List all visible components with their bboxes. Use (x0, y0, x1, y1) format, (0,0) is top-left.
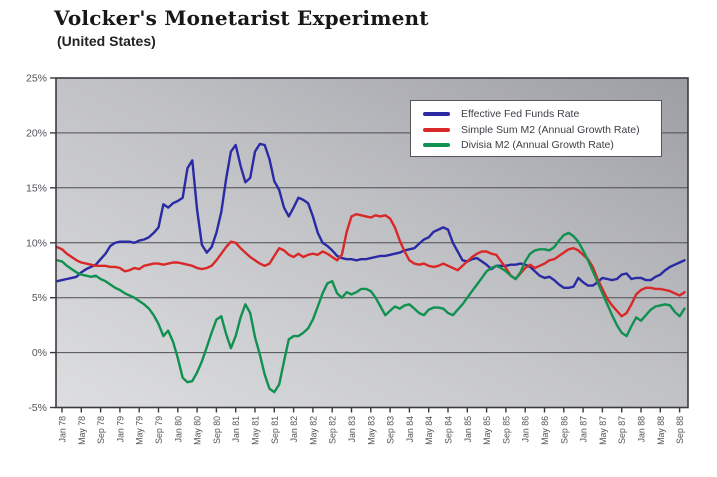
plot-border (55, 77, 689, 409)
svg-text:Sep 86: Sep 86 (559, 416, 569, 444)
svg-text:Sep 88: Sep 88 (675, 416, 685, 444)
x-axis: Jan 78 May 78 Sep 78 Jan 79 May 79 Sep 79 Jan … (58, 407, 685, 445)
svg-text:Sep 85: Sep 85 (501, 416, 511, 444)
svg-text:Sep 79: Sep 79 (154, 416, 164, 444)
svg-text:May 86: May 86 (540, 416, 550, 445)
legend-label: Divisia M2 (Annual Growth Rate) (461, 139, 614, 151)
fed-funds-line-swatch (423, 112, 450, 116)
svg-text:15%: 15% (26, 182, 47, 194)
series-line-2 (56, 231, 686, 394)
svg-text:0%: 0% (32, 347, 47, 359)
svg-text:Sep 81: Sep 81 (270, 416, 280, 444)
svg-text:Sep 82: Sep 82 (328, 416, 338, 444)
svg-text:Jan 79: Jan 79 (115, 416, 125, 443)
svg-text:Sep 78: Sep 78 (96, 416, 106, 444)
svg-text:Jan 86: Jan 86 (521, 416, 531, 443)
svg-text:May 79: May 79 (135, 416, 145, 445)
svg-text:Sep 80: Sep 80 (212, 416, 222, 444)
svg-text:Sep 83: Sep 83 (386, 416, 396, 444)
svg-text:Jan 78: Jan 78 (58, 416, 68, 443)
svg-text:May 83: May 83 (366, 416, 376, 445)
svg-text:May 85: May 85 (482, 416, 492, 445)
svg-text:May 88: May 88 (656, 416, 666, 445)
svg-text:Jan 84: Jan 84 (405, 416, 415, 443)
divisia-m2-line-swatch (423, 143, 450, 147)
legend-item-divisia-m2: Divisia M2 (Annual Growth Rate) (423, 138, 653, 152)
svg-text:25%: 25% (26, 73, 47, 85)
legend-item-simple-sum-m2: Simple Sum M2 (Annual Growth Rate) (423, 123, 653, 137)
svg-text:20%: 20% (26, 127, 47, 139)
svg-text:May 80: May 80 (193, 416, 203, 445)
legend-label: Simple Sum M2 (Annual Growth Rate) (461, 123, 640, 136)
svg-text:-5%: -5% (28, 402, 47, 414)
svg-text:10%: 10% (26, 237, 47, 249)
chart-subtitle: (United States) (57, 33, 156, 49)
series-line-0 (56, 142, 686, 289)
svg-text:May 84: May 84 (424, 416, 434, 445)
svg-text:5%: 5% (32, 292, 47, 304)
svg-text:Jan 88: Jan 88 (637, 416, 647, 443)
svg-text:Jan 80: Jan 80 (173, 416, 183, 443)
legend: Effective Fed Funds Rate Simple Sum M2 (… (410, 100, 662, 157)
svg-text:May 81: May 81 (251, 416, 261, 445)
svg-text:Jan 83: Jan 83 (347, 416, 357, 443)
chart-title: Volcker's Monetarist Experiment (54, 6, 429, 30)
svg-text:May 78: May 78 (77, 416, 87, 445)
svg-text:Jan 81: Jan 81 (231, 416, 241, 443)
svg-text:Sep 84: Sep 84 (444, 416, 454, 444)
svg-text:May 82: May 82 (308, 416, 318, 445)
legend-item-fed-funds: Effective Fed Funds Rate (423, 107, 653, 121)
simple-sum-m2-line-swatch (423, 127, 450, 132)
svg-text:May 87: May 87 (598, 416, 608, 445)
svg-text:Jan 82: Jan 82 (289, 416, 299, 443)
svg-text:Jan 85: Jan 85 (463, 416, 473, 443)
legend-label: Effective Fed Funds Rate (461, 108, 580, 120)
series-line-1 (56, 212, 686, 318)
svg-text:Jan 87: Jan 87 (579, 416, 589, 443)
svg-text:Sep 87: Sep 87 (617, 416, 627, 444)
